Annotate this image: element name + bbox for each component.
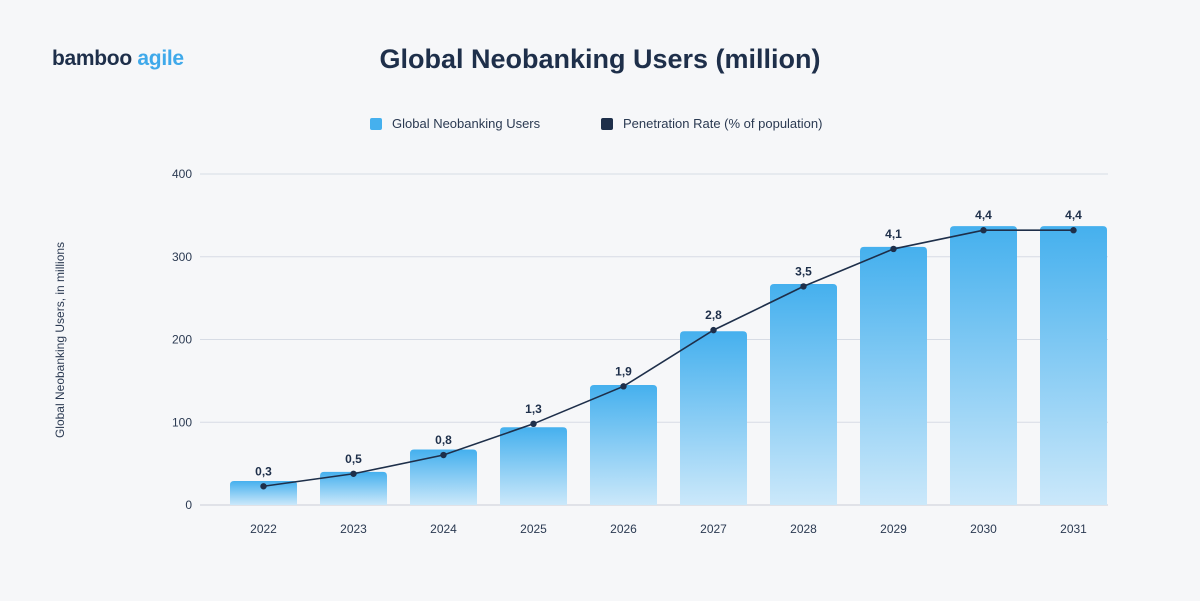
bar-2030: [950, 226, 1017, 505]
penetration-point-2023: [350, 470, 357, 477]
legend-label-penetration: Penetration Rate (% of population): [623, 116, 823, 131]
penetration-label-2022: 0,3: [255, 464, 272, 478]
y-tick-labels: 0 100 200 300 400: [172, 167, 192, 512]
penetration-label-2028: 3,5: [795, 264, 812, 278]
penetration-point-2024: [440, 451, 447, 459]
bar-2028: [770, 284, 837, 505]
penetration-point-2029: [890, 245, 897, 253]
chart-title: Global Neobanking Users (million): [379, 44, 821, 74]
x-tick-2023: 2023: [340, 522, 367, 536]
penetration-point-2031: [1070, 227, 1077, 234]
penetration-point-2025: [530, 420, 537, 428]
x-tick-2026: 2026: [610, 522, 637, 536]
y-tick-0: 0: [185, 498, 192, 512]
y-tick-300: 300: [172, 250, 192, 264]
logo-word-agile: agile: [137, 47, 184, 70]
penetration-point-2028: [800, 283, 807, 290]
logo-word-bamboo: bamboo: [52, 47, 132, 70]
bar-2026: [590, 385, 657, 505]
penetration-point-2026: [620, 383, 627, 390]
bar-2031: [1040, 226, 1107, 505]
bar-2023: [320, 471, 387, 505]
penetration-label-2025: 1,3: [525, 402, 542, 416]
bar-2029: [860, 246, 927, 505]
x-tick-2027: 2027: [700, 522, 727, 536]
penetration-point-2030: [980, 227, 987, 234]
legend-item-penetration: Penetration Rate (% of population): [601, 116, 822, 131]
y-tick-200: 200: [172, 333, 192, 347]
x-tick-2028: 2028: [790, 522, 817, 536]
brand-logo: bamboo agile: [52, 47, 184, 71]
y-tick-100: 100: [172, 415, 192, 429]
penetration-label-2027: 2,8: [705, 308, 722, 322]
x-tick-2030: 2030: [970, 522, 997, 536]
penetration-label-2023: 0,5: [345, 452, 362, 466]
bar-2022: [230, 481, 297, 505]
legend-swatch-users: [370, 117, 382, 130]
bar-2024: [410, 449, 477, 505]
penetration-point-2022: [260, 483, 267, 490]
x-tick-2029: 2029: [880, 522, 907, 536]
penetration-label-2029: 4,1: [885, 227, 902, 241]
penetration-label-2026: 1,9: [615, 364, 632, 378]
x-tick-labels: 2022 2023 2024 2025 2026 2027 2028 2029 2030 2031: [250, 522, 1087, 536]
y-tick-400: 400: [172, 167, 192, 181]
penetration-label-2024: 0,8: [435, 433, 452, 447]
legend-label-users: Global Neobanking Users: [392, 116, 541, 131]
bars: [230, 226, 1107, 505]
x-tick-2022: 2022: [250, 522, 277, 536]
x-tick-2031: 2031: [1060, 522, 1087, 536]
penetration-label-2031: 4,4: [1065, 208, 1082, 222]
legend-swatch-penetration: [601, 117, 613, 130]
penetration-line: 0,3 0,5 0,8 1,3 1,9 2,8 3,5 4,1 4,4 4,4: [255, 208, 1082, 490]
penetration-point-2027: [710, 326, 717, 334]
penetration-series-line: [263, 229, 1074, 488]
penetration-label-2030: 4,4: [975, 208, 992, 222]
x-tick-2025: 2025: [520, 522, 547, 536]
bar-2027: [680, 331, 747, 505]
x-tick-2024: 2024: [430, 522, 457, 536]
legend-item-users: Global Neobanking Users: [370, 116, 540, 131]
bar-2025: [500, 427, 567, 505]
